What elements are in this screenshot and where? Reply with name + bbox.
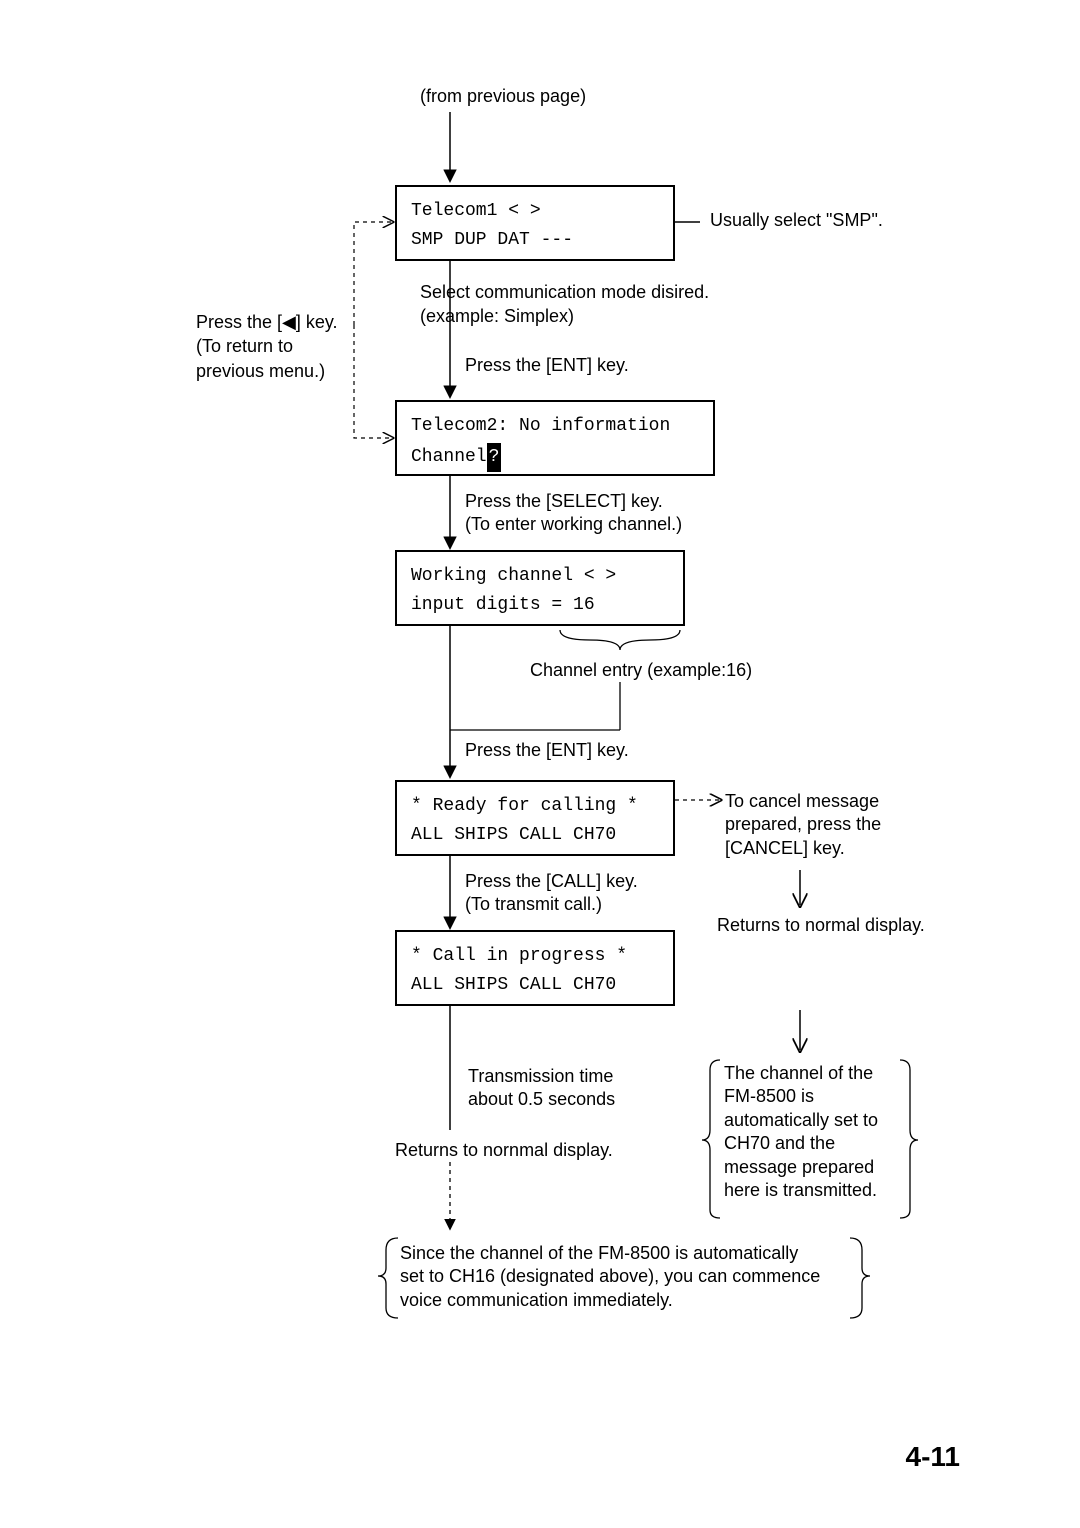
right-bubble-text: The channel of the FM-8500 is automatica… (724, 1062, 878, 1202)
l3: [CANCEL] key. (725, 837, 881, 860)
left-note-return: Press the [◀] key. (To return to previou… (196, 310, 338, 383)
box-call-progress: * Call in progress * ALL SHIPS CALL CH70 (395, 930, 675, 1006)
l2: (To return to (196, 334, 338, 358)
text: Returns to nornmal display. (395, 1140, 613, 1160)
l2: (To enter working channel.) (465, 513, 682, 536)
box-ready-calling: * Ready for calling * ALL SHIPS CALL CH7… (395, 780, 675, 856)
l2: FM-8500 is (724, 1085, 878, 1108)
box4-line2: ALL SHIPS CALL CH70 (411, 821, 659, 850)
l2: prepared, press the (725, 813, 881, 836)
returns-normal-center: Returns to nornmal display. (395, 1140, 613, 1161)
text: Usually select "SMP". (710, 210, 883, 230)
box2-line1: Telecom2: No information (411, 412, 699, 441)
l3: automatically set to (724, 1109, 878, 1132)
text: Channel entry (example:16) (530, 660, 752, 680)
box5-line1: * Call in progress * (411, 942, 659, 971)
l1: Press the [CALL] key. (465, 870, 638, 893)
l1: Select communication mode disired. (420, 280, 709, 304)
l2: set to CH16 (designated above), you can … (400, 1265, 820, 1288)
note-smp: Usually select "SMP". (710, 210, 883, 231)
box3-line2: input digits = 16 (411, 591, 669, 620)
cursor-q: ? (487, 443, 502, 472)
text: Returns to normal display. (717, 915, 925, 935)
l2: about 0.5 seconds (468, 1088, 615, 1111)
text: (from previous page) (420, 86, 586, 106)
press-call: Press the [CALL] key. (To transmit call.… (465, 870, 638, 917)
from-previous-page-label: (from previous page) (420, 86, 586, 107)
l1: To cancel message (725, 790, 881, 813)
l2: (To transmit call.) (465, 893, 638, 916)
l1: Press the [◀] key. (196, 310, 338, 334)
box-telecom1: Telecom1 < > SMP DUP DAT --- (395, 185, 675, 261)
l3: previous menu.) (196, 359, 338, 383)
box-telecom2: Telecom2: No information Channel? (395, 400, 715, 476)
box1-line2: SMP DUP DAT --- (411, 226, 659, 255)
select-mode-label: Select communication mode disired. (exam… (420, 280, 709, 329)
l1: Since the channel of the FM-8500 is auto… (400, 1242, 820, 1265)
bottom-bubble-text: Since the channel of the FM-8500 is auto… (400, 1242, 820, 1312)
press-ent-2: Press the [ENT] key. (465, 740, 629, 761)
text: 4-11 (906, 1441, 961, 1472)
box5-line2: ALL SHIPS CALL CH70 (411, 971, 659, 1000)
text: Press the [ENT] key. (465, 355, 629, 375)
l1: The channel of the (724, 1062, 878, 1085)
box2-line2: Channel? (411, 441, 699, 472)
press-ent-1: Press the [ENT] key. (465, 355, 629, 376)
l1: Transmission time (468, 1065, 615, 1088)
l2: (example: Simplex) (420, 304, 709, 328)
l4: CH70 and the (724, 1132, 878, 1155)
press-select: Press the [SELECT] key. (To enter workin… (465, 490, 682, 537)
channel-entry-label: Channel entry (example:16) (530, 660, 752, 681)
cancel-note: To cancel message prepared, press the [C… (725, 790, 881, 860)
page-number: 4-11 (906, 1441, 961, 1473)
returns-normal-right: Returns to normal display. (717, 915, 925, 936)
tx-time-label: Transmission time about 0.5 seconds (468, 1065, 615, 1112)
text: Press the [ENT] key. (465, 740, 629, 760)
box4-line1: * Ready for calling * (411, 792, 659, 821)
channel-word: Channel (411, 447, 487, 467)
box-working-channel: Working channel < > input digits = 16 (395, 550, 685, 626)
l1: Press the [SELECT] key. (465, 490, 682, 513)
box3-line1: Working channel < > (411, 562, 669, 591)
l5: message prepared (724, 1156, 878, 1179)
box1-line1: Telecom1 < > (411, 197, 659, 226)
l6: here is transmitted. (724, 1179, 878, 1202)
l3: voice communication immediately. (400, 1289, 820, 1312)
